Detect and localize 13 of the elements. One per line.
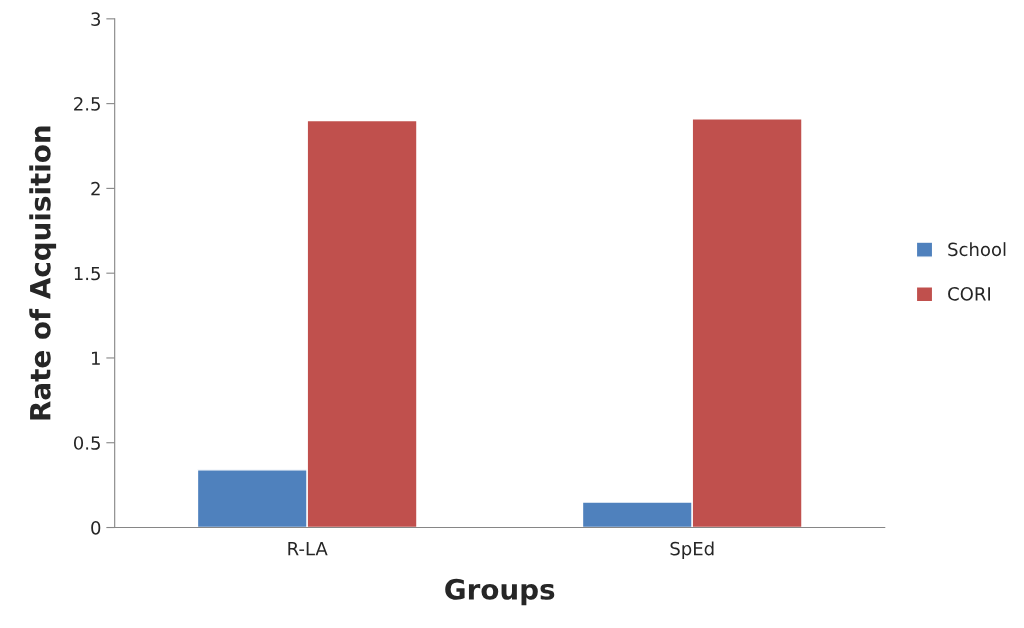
legend-label: CORI <box>948 287 990 301</box>
y-tick-label: 2 <box>91 181 100 196</box>
y-tick-label: 1 <box>91 351 100 365</box>
legend-label: School <box>948 242 1006 257</box>
y-tick-label: 0.5 <box>73 436 100 450</box>
y-tick-label: 1.5 <box>74 266 100 281</box>
x-tick-label: R-LA <box>288 541 328 556</box>
y-tick-label: 2.5 <box>74 97 100 111</box>
x-axis-title: Groups <box>445 578 555 606</box>
x-tick-label: SpEd <box>670 541 714 559</box>
y-tick-label: 3 <box>91 12 101 26</box>
y-axis-title: Rate of Acquisition <box>29 126 57 420</box>
y-tick-label: 0 <box>91 520 101 535</box>
